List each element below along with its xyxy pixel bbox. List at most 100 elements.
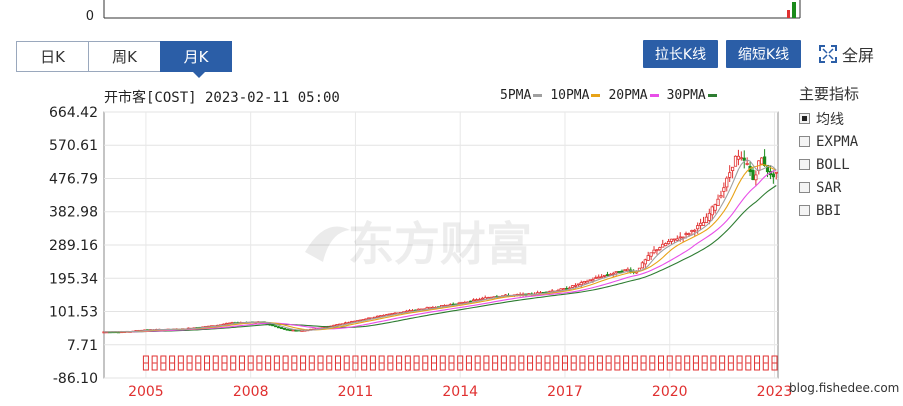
candle-body <box>649 252 653 257</box>
candle-body <box>562 288 566 290</box>
candle-body <box>614 271 618 274</box>
event-marker <box>247 355 254 371</box>
event-markers <box>142 355 778 371</box>
event-marker <box>265 355 272 371</box>
indicator-ma[interactable]: 均线 <box>799 107 899 130</box>
y-tick-label: 101.53 <box>49 305 98 321</box>
watermark-text: 东方财富 <box>348 217 532 271</box>
candle-body <box>733 155 738 167</box>
y-tick-label: 476.79 <box>49 172 98 188</box>
ma10-line <box>104 164 777 333</box>
ma5-line <box>104 159 777 333</box>
event-marker <box>256 355 263 371</box>
event-marker <box>291 355 298 371</box>
candle-body <box>687 233 691 236</box>
candle-body <box>696 225 700 230</box>
event-marker <box>710 355 717 371</box>
event-marker <box>361 355 368 371</box>
ma20-line <box>104 169 777 333</box>
event-marker <box>754 355 761 371</box>
x-tick-label: 2020 <box>652 384 688 400</box>
y-tick-label: -86.10 <box>53 371 98 387</box>
event-marker <box>631 355 638 371</box>
candle-body <box>678 236 682 239</box>
event-marker <box>169 355 176 371</box>
event-marker <box>439 355 446 371</box>
legend-5pma: 5PMA <box>500 88 543 103</box>
event-marker <box>369 355 376 371</box>
candle-body <box>367 317 371 320</box>
candle-body <box>713 204 717 211</box>
event-marker <box>431 355 438 371</box>
checkbox-icon[interactable] <box>799 205 810 216</box>
candle-body <box>288 329 292 332</box>
candle-body <box>626 268 630 272</box>
tab-month[interactable]: 月K <box>160 41 232 78</box>
shrink-kline-button[interactable]: 缩短K线 <box>726 40 801 68</box>
event-marker <box>230 355 237 371</box>
candle-body <box>230 322 234 324</box>
candle-body <box>640 262 644 269</box>
tab-week[interactable]: 周K <box>88 41 160 72</box>
event-marker <box>300 355 307 371</box>
volume-strip <box>0 0 903 34</box>
event-marker <box>204 355 211 371</box>
candle-body <box>739 157 743 160</box>
indicator-expma[interactable]: EXPMA <box>799 130 899 153</box>
legend-10pma: 10PMA <box>550 88 601 103</box>
tab-day[interactable]: 日K <box>16 41 88 72</box>
candle-body <box>375 315 380 318</box>
volume-bar <box>787 10 790 18</box>
candle-body <box>669 238 674 242</box>
indicator-sar[interactable]: SAR <box>799 176 899 199</box>
candle-body <box>690 230 694 233</box>
ma-legend: 5PMA 10PMA 20PMA 30PMA <box>500 88 717 103</box>
event-marker <box>762 355 769 371</box>
fullscreen-icon <box>819 45 837 63</box>
candle-body <box>611 272 615 275</box>
event-marker <box>492 355 499 371</box>
candle-body <box>274 325 278 328</box>
indicator-bbi[interactable]: BBI <box>799 199 899 222</box>
event-marker <box>640 355 647 371</box>
event-marker <box>483 355 490 371</box>
event-marker <box>509 355 516 371</box>
checkbox-icon[interactable] <box>799 182 810 193</box>
candle-body <box>282 327 287 330</box>
checkbox-checked-icon[interactable] <box>799 113 810 124</box>
chart-title: 开市客[COST] 2023-02-11 05:00 <box>104 90 340 106</box>
candle-body <box>684 233 688 235</box>
y-tick-label: 289.16 <box>49 238 98 254</box>
event-marker <box>308 355 315 371</box>
x-tick-label: 2023 <box>757 384 793 400</box>
candle-body <box>588 279 592 282</box>
event-marker <box>186 355 193 371</box>
candle-body <box>579 282 583 286</box>
event-marker <box>544 355 551 371</box>
candle-body <box>390 312 394 315</box>
candle-body <box>722 187 726 192</box>
legend-30pma: 30PMA <box>667 88 717 103</box>
event-marker <box>596 355 603 371</box>
candle-body <box>719 195 723 198</box>
candle-body <box>620 270 624 273</box>
indicator-boll[interactable]: BOLL <box>799 153 899 176</box>
event-marker <box>326 355 333 371</box>
fullscreen-button[interactable]: 全屏 <box>819 42 874 66</box>
stretch-kline-button[interactable]: 拉长K线 <box>643 40 718 68</box>
event-marker <box>378 355 385 371</box>
event-marker <box>719 355 726 371</box>
candle-body <box>605 274 610 276</box>
candle-body <box>760 157 764 165</box>
checkbox-icon[interactable] <box>799 136 810 147</box>
checkbox-icon[interactable] <box>799 159 810 170</box>
x-tick-label: 2017 <box>547 384 583 400</box>
candle-body <box>349 321 353 323</box>
event-marker <box>745 355 752 371</box>
candle-body <box>742 157 746 161</box>
event-marker <box>474 355 481 371</box>
candle-body <box>710 206 714 216</box>
event-marker <box>692 355 699 371</box>
candle-body <box>704 216 709 224</box>
event-marker <box>413 355 420 371</box>
